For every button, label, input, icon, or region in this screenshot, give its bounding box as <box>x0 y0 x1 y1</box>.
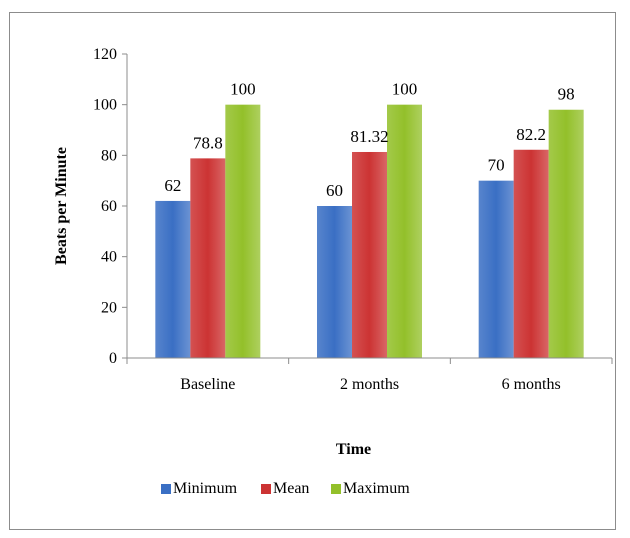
data-label: 62 <box>164 176 181 195</box>
y-axis-ticks: 0 20 40 60 80 100 120 <box>93 46 127 367</box>
y-tick-label: 40 <box>101 249 117 266</box>
category-label: Baseline <box>180 376 235 393</box>
bar-mean-baseline <box>190 158 226 358</box>
data-label: 81.32 <box>350 127 388 146</box>
data-label: 100 <box>392 80 418 99</box>
x-axis-title: Time <box>336 441 371 458</box>
bar-mean-6-months <box>513 149 549 358</box>
y-tick-label: 120 <box>93 46 117 63</box>
legend: Minimum Mean Maximum <box>161 480 410 497</box>
y-tick-label: 80 <box>101 147 117 164</box>
category-labels-group: Baseline 2 months 6 months <box>126 358 613 393</box>
bar-minimum-6-months <box>478 180 514 358</box>
y-tick-label: 0 <box>109 350 117 367</box>
y-axis-title: Beats per Minute <box>53 147 70 265</box>
data-label: 98 <box>558 85 575 104</box>
bar-mean-2-months <box>352 151 387 358</box>
legend-swatch-minimum <box>161 484 171 494</box>
data-label: 100 <box>230 80 256 99</box>
legend-swatch-maximum <box>331 484 341 494</box>
data-label: 70 <box>488 156 505 175</box>
y-tick-label: 20 <box>101 299 117 316</box>
y-tick-label: 100 <box>93 97 117 114</box>
category-label: 2 months <box>340 376 399 393</box>
bar-maximum-2-months <box>387 104 422 359</box>
bar-minimum-2-months <box>317 206 352 358</box>
data-label: 78.8 <box>193 133 223 152</box>
bar-maximum-baseline <box>225 104 261 359</box>
y-tick-label: 60 <box>101 198 117 215</box>
legend-swatch-mean <box>261 484 271 494</box>
bar-maximum-6-months <box>548 109 584 358</box>
legend-label-minimum: Minimum <box>173 480 238 497</box>
category-label: 6 months <box>502 376 561 393</box>
legend-label-mean: Mean <box>273 480 309 497</box>
data-label: 82.2 <box>516 125 546 144</box>
data-labels-group: 62 78.8 100 60 81.32 100 70 82.2 98 <box>164 80 574 200</box>
legend-label-maximum: Maximum <box>343 480 410 497</box>
bar-minimum-baseline <box>155 200 191 358</box>
data-label: 60 <box>326 181 343 200</box>
bars-group <box>155 104 584 359</box>
